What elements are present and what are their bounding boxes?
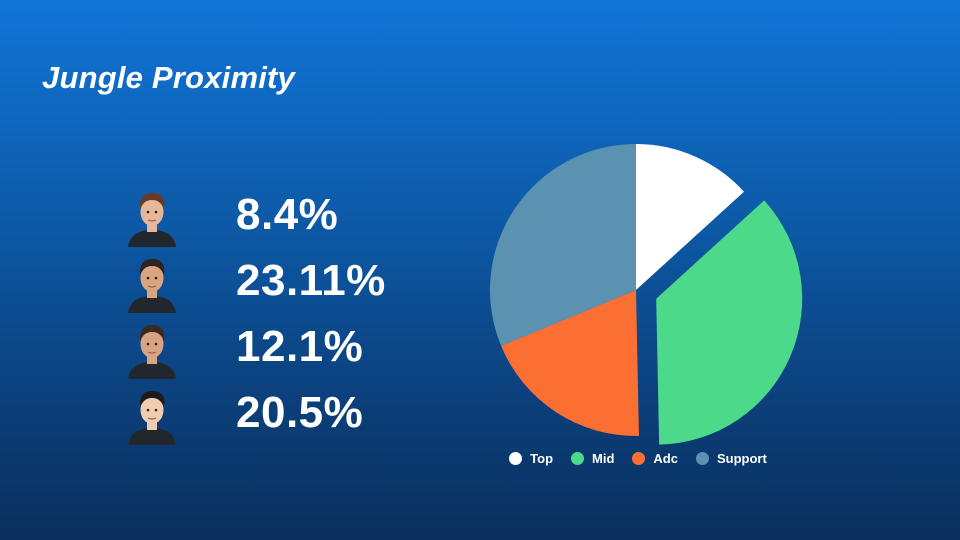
legend-swatch-adc (632, 451, 646, 465)
pie-slice-adc (501, 290, 639, 436)
player-row-1: 8.4% (124, 184, 444, 250)
jungle-proximity-pie-chart (490, 144, 803, 445)
player-4-portrait-icon (128, 391, 176, 445)
legend-item-top: Top (509, 451, 553, 466)
player-row-4: 20.5% (124, 382, 444, 448)
page-title: Jungle Proximity (42, 60, 295, 95)
player-row-2: 23.11% (124, 250, 444, 316)
pie-slice-top (636, 144, 744, 290)
legend-swatch-top (509, 451, 523, 465)
pie-slice-support (490, 144, 636, 346)
legend-label-adc: Adc (653, 450, 678, 466)
player-3-portrait-icon (128, 325, 176, 379)
player-2-portrait-icon (128, 259, 176, 313)
pie-slice-mid (656, 200, 803, 445)
legend-label-support: Support (716, 450, 767, 466)
player-stats-list: 8.4% 23.11% 12.1% 20.5% (124, 184, 444, 448)
legend-label-top: Top (530, 450, 554, 466)
player-3-proximity: 12.1% (236, 322, 364, 371)
legend-swatch-mid (571, 451, 585, 465)
player-1-portrait-icon (128, 193, 176, 247)
legend-item-adc: Adc (632, 451, 678, 466)
player-2-proximity: 23.11% (236, 256, 386, 305)
player-4-proximity: 20.5% (236, 388, 364, 437)
legend-item-support: Support (695, 450, 767, 466)
legend-label-mid: Mid (592, 450, 615, 466)
legend-item-mid: Mid (571, 451, 614, 466)
legend-swatch-support (695, 451, 709, 465)
player-row-3: 12.1% (124, 316, 444, 382)
player-1-proximity: 8.4% (236, 190, 339, 239)
chart-legend: Top Mid Adc Support (470, 446, 806, 470)
